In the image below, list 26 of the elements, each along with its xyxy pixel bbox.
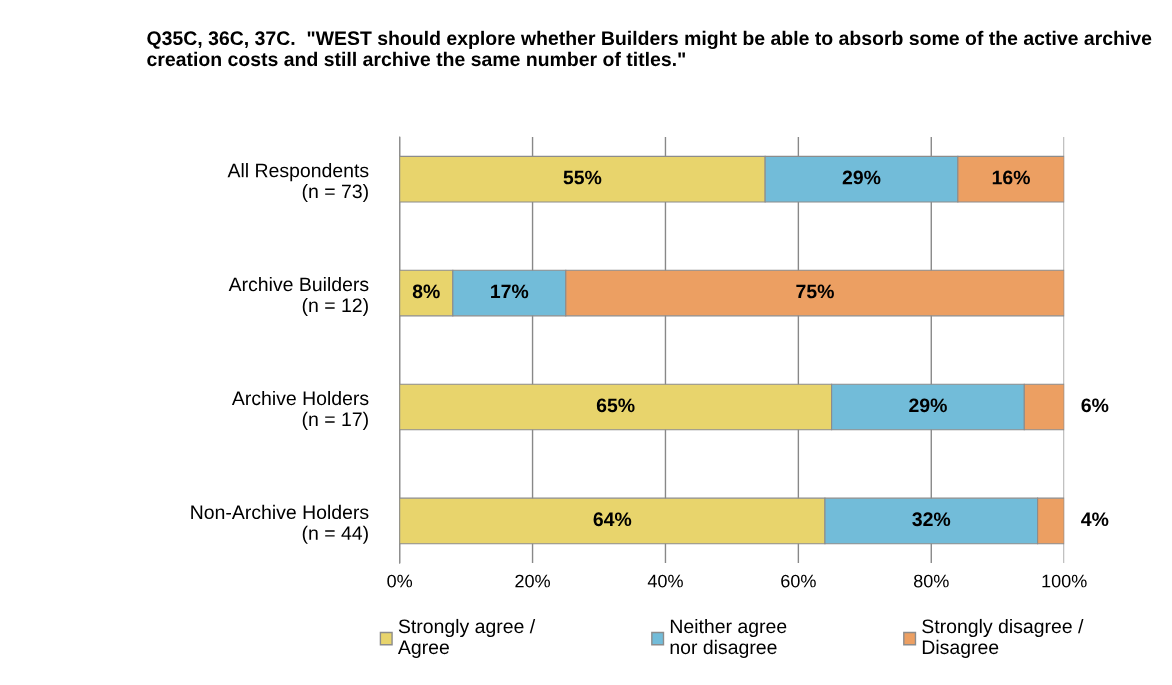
data-label: 4%	[1081, 512, 1109, 527]
data-label: 64%	[593, 512, 632, 527]
data-label: 29%	[909, 398, 947, 413]
data-label: 8%	[412, 284, 440, 299]
x-tick-label: 60%	[781, 574, 816, 588]
data-label: 65%	[596, 398, 635, 413]
data-label: 16%	[992, 170, 1030, 185]
x-tick-label: 100%	[1042, 574, 1087, 588]
y-tick-label: All Respondents (n = 73)	[227, 163, 369, 203]
data-label: 29%	[842, 170, 881, 185]
x-tick-label: 40%	[647, 574, 683, 588]
data-label: 6%	[1081, 398, 1109, 413]
x-tick-label: 0%	[387, 574, 413, 588]
legend-label: Strongly disagree / Disagree	[922, 618, 1084, 658]
x-tick-label: 80%	[913, 574, 949, 588]
data-label: 32%	[912, 512, 951, 527]
x-tick-label: 20%	[515, 574, 550, 588]
y-tick-label: Archive Holders (n = 17)	[231, 390, 369, 430]
y-tick-label: Archive Builders (n = 12)	[228, 276, 369, 317]
chart-title: Q35C, 36C, 37C. "WEST should explore whether Builders might be able to absorb some of the active archive creation costs and still archive the same number of titles."	[147, 30, 1152, 67]
data-label: 17%	[491, 284, 529, 299]
y-tick-label: Non-Archive Holders (n = 44)	[191, 504, 369, 544]
data-label: 55%	[563, 170, 602, 185]
legend-label: Neither agree nor disagree	[670, 618, 787, 658]
legend-label: Strongly agree / Agree	[397, 618, 536, 658]
data-label: 75%	[796, 284, 834, 299]
